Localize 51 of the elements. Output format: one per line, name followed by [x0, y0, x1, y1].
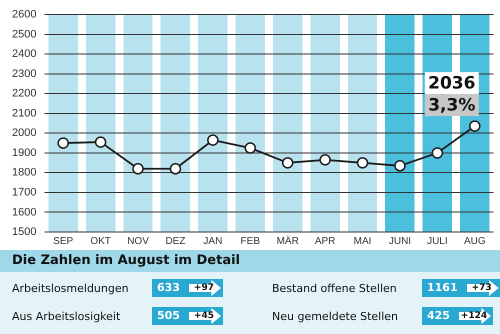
point [432, 147, 444, 159]
x-tick-label: AUG [464, 236, 486, 247]
y-tick-label: 1800 [12, 166, 36, 179]
y-tick-label: 2600 [12, 8, 36, 21]
annotation: 3,3% [428, 95, 476, 116]
annotation: 2036 [428, 73, 476, 94]
x-tick-label: MÄR [276, 234, 299, 247]
x-tick-label: SEP [53, 236, 74, 247]
point [170, 163, 182, 175]
text: +124 [460, 311, 488, 321]
point [207, 134, 219, 146]
y-tick-label: 2400 [12, 48, 36, 60]
y-tick-label: 2300 [12, 68, 36, 80]
point [282, 157, 294, 169]
x-tick-label: MAI [354, 236, 372, 247]
y-tick-label: 2500 [12, 28, 36, 40]
text: +73 [472, 283, 492, 293]
point [319, 154, 331, 166]
x-tick-label: JULI [427, 236, 448, 247]
point [469, 120, 481, 132]
x-tick-label: OKT [90, 236, 111, 247]
point [356, 157, 368, 169]
text: +97 [194, 283, 214, 293]
y-tick-label: 2200 [12, 88, 36, 100]
x-tick-label: NOV [127, 236, 150, 247]
x-tick-label: APR [314, 236, 336, 247]
text: Die Zahlen im August im Detail [0, 250, 500, 272]
text: Aus Arbeitslosigkeit [12, 308, 120, 324]
y-tick-label: 1600 [12, 206, 36, 218]
text: Bestand offene Stellen [272, 280, 397, 296]
point [132, 163, 144, 175]
y-tick-label: 1700 [12, 186, 36, 199]
y-tick-label: 2100 [12, 107, 36, 120]
x-tick-label: FEB [240, 236, 260, 247]
y-tick-label: 1900 [12, 146, 36, 159]
text: 505 [152, 307, 185, 325]
point [57, 137, 69, 149]
text: Neu gemeldete Stellen [272, 308, 398, 324]
text: 633 [152, 279, 185, 297]
text: 1161 [422, 279, 463, 297]
point [394, 160, 406, 172]
text: Arbeitslosmeldungen [12, 280, 129, 296]
text: +45 [194, 311, 214, 321]
point [94, 136, 106, 148]
x-tick-label: JUNI [388, 236, 412, 247]
x-tick-label: JAN [203, 236, 222, 247]
x-tick-label: DEZ [165, 236, 186, 247]
y-tick-label: 2000 [12, 127, 36, 140]
y-tick-label: 1500 [12, 226, 36, 238]
point [244, 142, 256, 154]
text: 425 [422, 307, 455, 325]
